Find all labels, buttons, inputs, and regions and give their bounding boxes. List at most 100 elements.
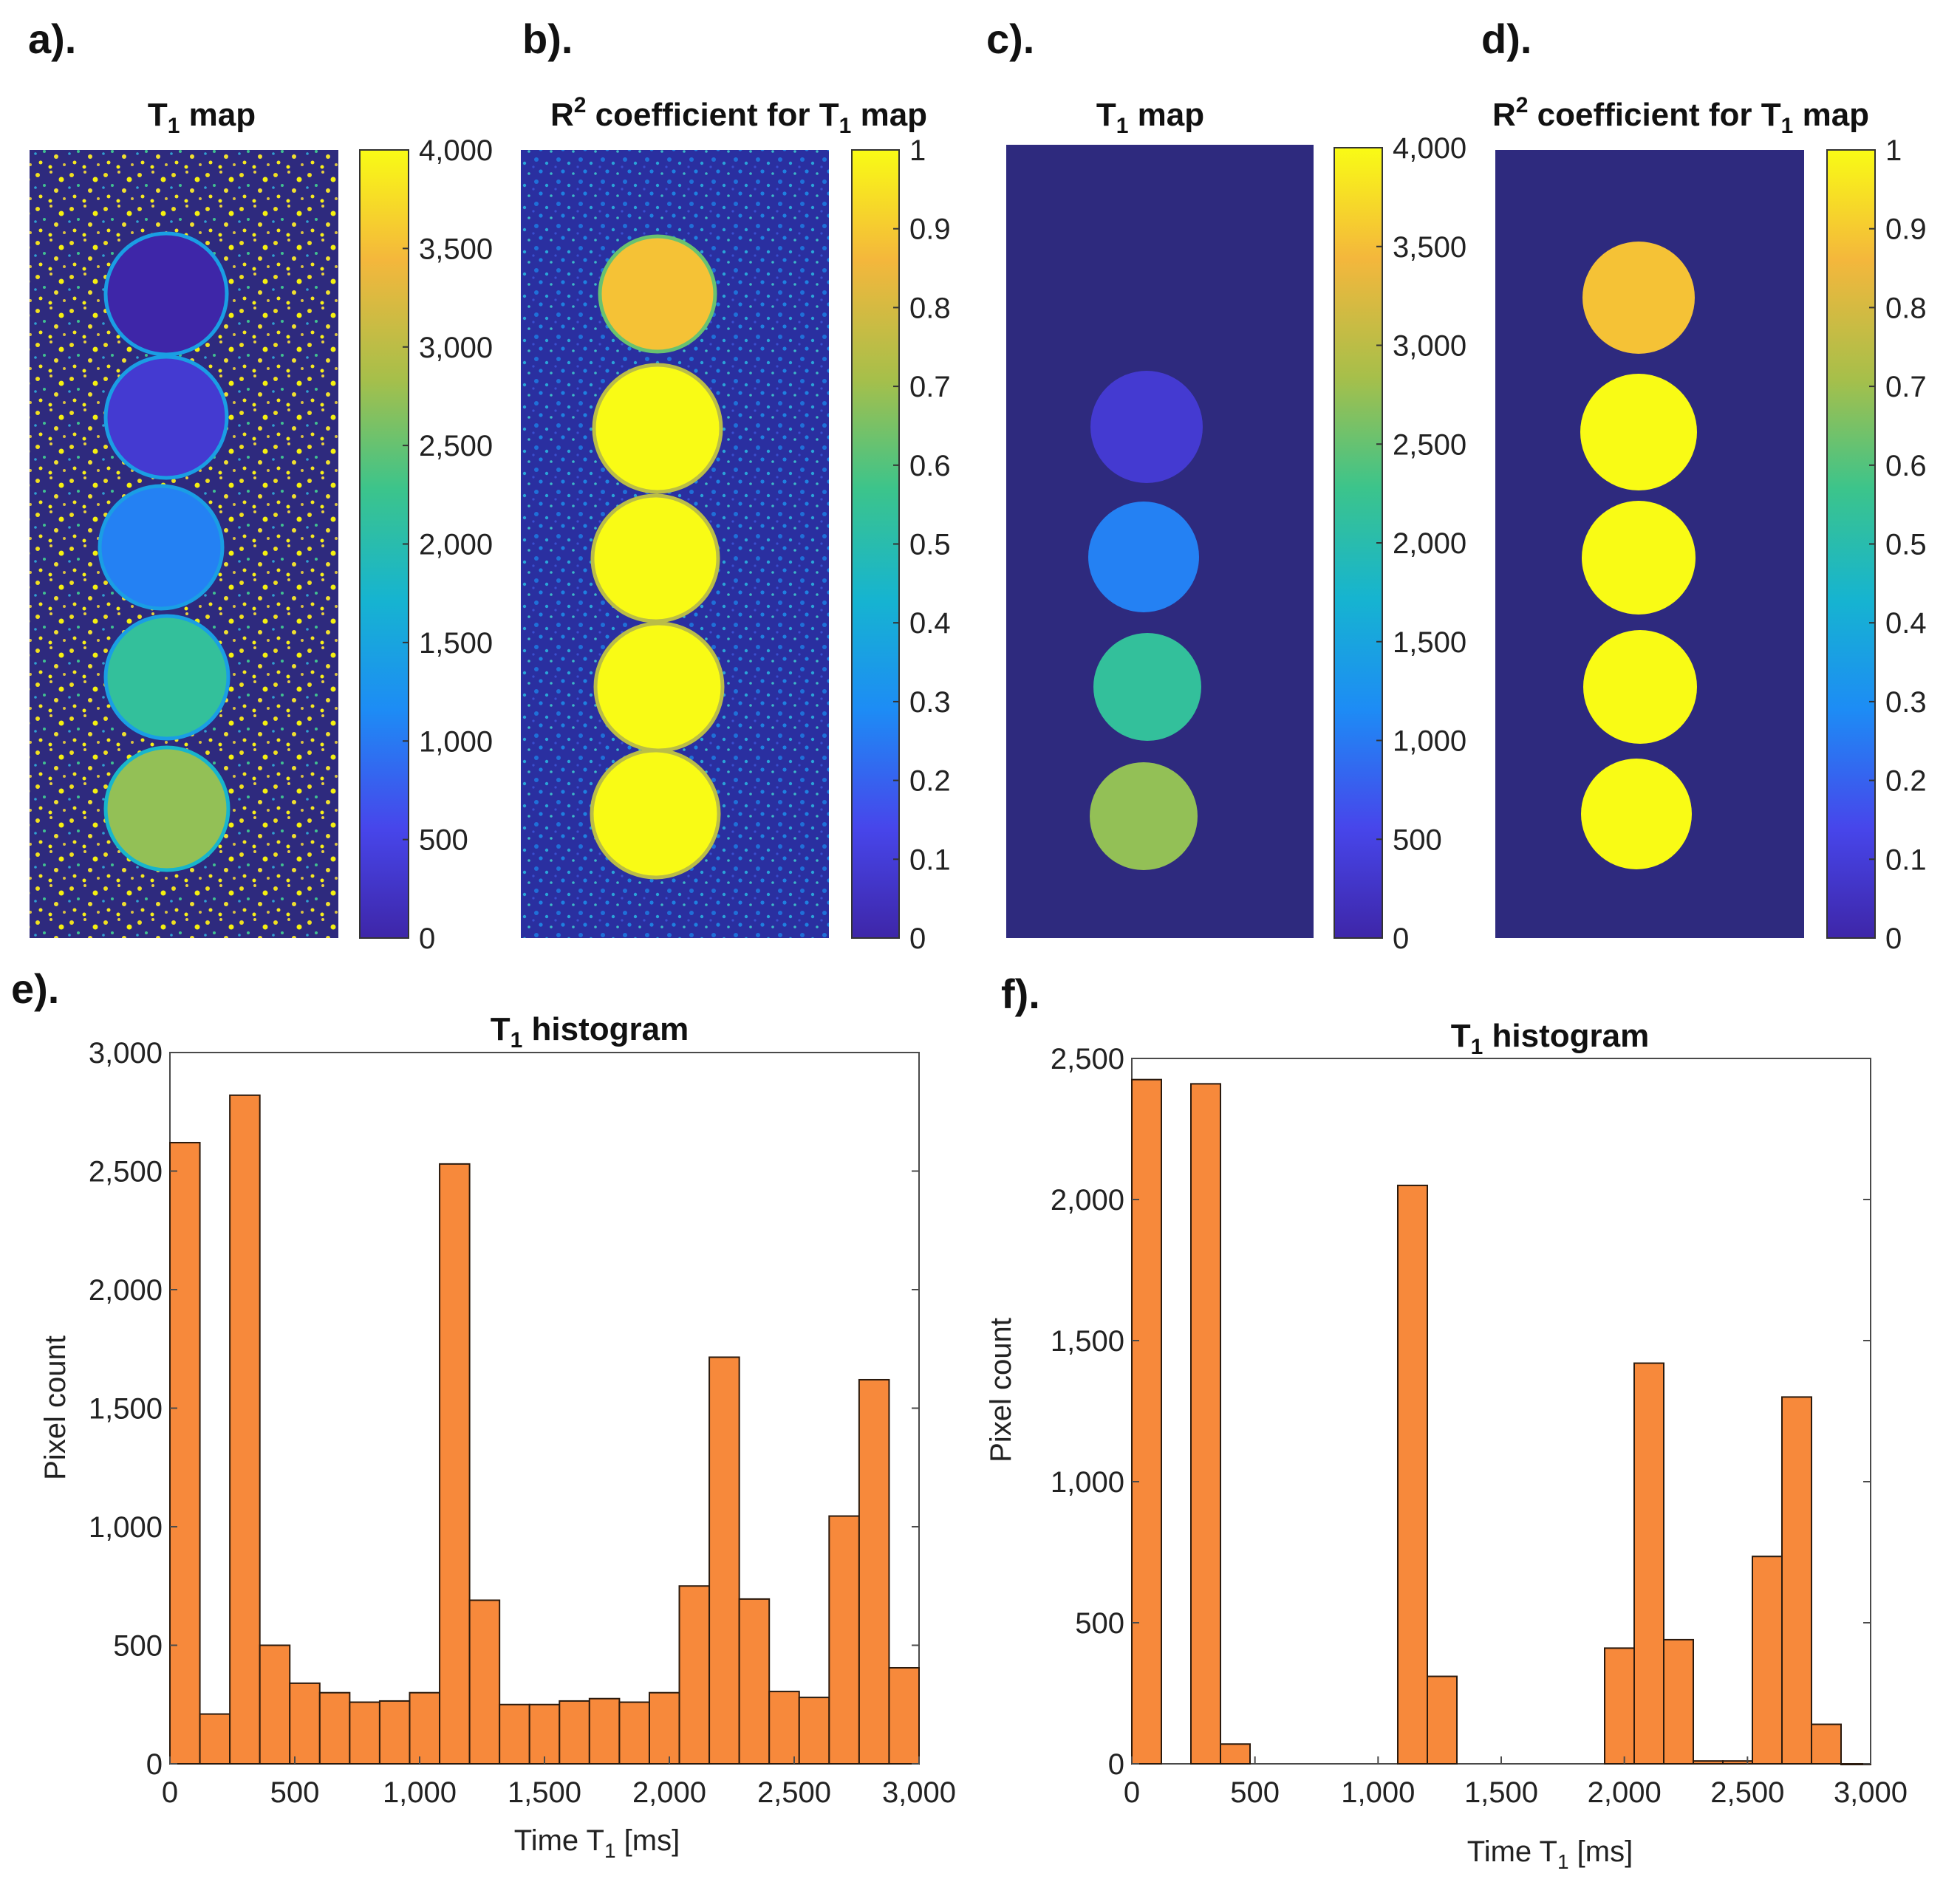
colorbar-tick-label: 1 — [909, 134, 926, 167]
colorbar-tick-label: 1,500 — [419, 627, 493, 660]
phantom-tube-4 — [1093, 633, 1201, 741]
colorbar-tick-label: 500 — [419, 824, 468, 857]
x-tick-label: 0 — [162, 1776, 178, 1809]
panel-c-circles — [1088, 371, 1203, 870]
colorbar-tick-label: 0.4 — [909, 607, 951, 640]
panel-b: b). R2 coefficient for T1 map 0 0.1 0.2 0.3… — [521, 16, 951, 955]
colorbar-tick-label: 0.9 — [1885, 213, 1927, 246]
x-tick-label: 1,000 — [1341, 1776, 1415, 1809]
colorbar-tick-label: 0.2 — [909, 765, 951, 798]
panel-e-bars — [169, 1094, 920, 1765]
histogram-bar — [289, 1682, 321, 1765]
colorbar-tick-label: 1,500 — [1393, 626, 1466, 659]
colorbar-tick-label: 4,000 — [419, 134, 493, 167]
x-tick-label: 500 — [270, 1776, 320, 1809]
x-tick-label: 3,000 — [882, 1776, 956, 1809]
colorbar-tick-label: 0.1 — [1885, 844, 1927, 876]
colorbar-tick-label: 1,000 — [1393, 725, 1466, 758]
phantom-tube-1 — [598, 234, 717, 354]
histogram-bar — [409, 1691, 441, 1765]
panel-e-xlabel: Time T1 [ms] — [514, 1824, 680, 1862]
colorbar-tick-label: 3,500 — [1393, 231, 1466, 264]
panel-a-circles — [98, 231, 231, 872]
y-tick-label: 3,000 — [89, 1037, 163, 1070]
histogram-bar — [828, 1515, 860, 1765]
panel-f-xlabel: Time T1 [ms] — [1467, 1835, 1633, 1873]
x-tick-label: 2,000 — [632, 1776, 706, 1809]
colorbar-tick-label: 3,000 — [1393, 330, 1466, 363]
phantom-tube-3 — [1088, 502, 1199, 612]
colorbar-tick-label: 1,000 — [419, 725, 493, 758]
colorbar-tick-label: 2,000 — [419, 529, 493, 561]
histogram-bar — [618, 1701, 650, 1765]
panel-b-title: R2 coefficient for T1 map — [550, 93, 927, 138]
y-tick-label: 2,500 — [89, 1156, 163, 1188]
panel-f-title: T1 histogram — [1451, 1018, 1650, 1059]
phantom-tube-2 — [103, 355, 229, 480]
histogram-bar — [1693, 1760, 1724, 1765]
phantom-tube-2 — [592, 363, 723, 494]
panel-a-colorbar-ticks: 0 500 1,000 1,500 2,000 2,500 3,000 3,500 4,000 — [403, 134, 493, 955]
colorbar-tick-label: 3,500 — [419, 233, 493, 265]
histogram-bar — [798, 1697, 830, 1765]
panel-f-ylabel: Pixel count — [985, 1318, 1017, 1462]
histogram-bar — [169, 1141, 201, 1765]
panel-b-label: b). — [522, 16, 573, 62]
panel-e-plot-area — [169, 1052, 920, 1765]
colorbar-tick-label: 0 — [419, 923, 435, 955]
histogram-bar — [1752, 1556, 1783, 1765]
x-tick-label: 1,500 — [1464, 1776, 1538, 1809]
panel-e-title: T1 histogram — [491, 1011, 689, 1053]
colorbar-tick-label: 0.7 — [909, 371, 951, 403]
phantom-tube-5 — [590, 748, 721, 880]
phantom-tube-4 — [593, 621, 725, 753]
panel-d-colorbar — [1826, 149, 1876, 939]
colorbar-tick-label: 0.4 — [1885, 607, 1927, 640]
histogram-bar — [678, 1585, 711, 1765]
colorbar-tick-label: 0 — [1885, 923, 1902, 955]
histogram-bar — [199, 1713, 231, 1765]
panel-c-colorbar-ticks: 0 500 1,000 1,500 2,000 2,500 3,000 3,500 4,000 — [1376, 132, 1466, 955]
colorbar-tick-label: 500 — [1393, 824, 1442, 856]
histogram-bar — [378, 1700, 411, 1765]
histogram-bar — [1633, 1362, 1664, 1765]
colorbar-tick-label: 3,000 — [419, 332, 493, 364]
histogram-bar — [439, 1163, 471, 1765]
histogram-bar — [1604, 1647, 1635, 1765]
histogram-bar — [318, 1691, 351, 1765]
colorbar-tick-label: 0.8 — [909, 292, 951, 324]
colorbar-tick-label: 0.6 — [909, 450, 951, 482]
panel-e-label: e). — [11, 965, 59, 1012]
panel-e: e). T1 histogram 0 500 1,000 1,500 2,000 2,50… — [11, 965, 956, 1862]
phantom-tube-1 — [103, 231, 229, 357]
x-tick-label: 0 — [1124, 1776, 1140, 1809]
x-tick-label: 500 — [1230, 1776, 1280, 1809]
phantom-tube-4 — [103, 614, 231, 741]
panel-f-label: f). — [1001, 971, 1040, 1017]
colorbar-tick-label: 2,500 — [419, 430, 493, 462]
histogram-bar — [738, 1598, 771, 1765]
colorbar-tick-label: 0.7 — [1885, 371, 1927, 403]
colorbar-tick-label: 0.1 — [909, 844, 951, 876]
panel-c-colorbar — [1334, 147, 1383, 939]
x-tick-label: 3,000 — [1834, 1776, 1908, 1809]
panel-c-label: c). — [986, 16, 1034, 62]
panel-a-label: a). — [28, 16, 76, 62]
x-tick-label: 2,500 — [1710, 1776, 1784, 1809]
histogram-bar — [1190, 1083, 1221, 1765]
phantom-tube-3 — [1582, 501, 1696, 615]
histogram-bar — [588, 1697, 621, 1765]
colorbar-tick-label: 0.9 — [909, 213, 951, 246]
colorbar-tick-label: 1 — [1885, 134, 1902, 167]
panel-c-title: T1 map — [1096, 97, 1204, 138]
phantom-tube-4 — [1583, 630, 1697, 744]
histogram-bar — [499, 1703, 530, 1765]
histogram-bar — [768, 1691, 800, 1765]
histogram-bar — [888, 1666, 920, 1765]
panel-f-plot-area — [1131, 1058, 1871, 1765]
histogram-bar — [1220, 1743, 1251, 1765]
histogram-bar — [648, 1691, 680, 1765]
panel-c: c). T1 map 0 500 1,000 1,500 2,000 2,500 3,000… — [986, 16, 1466, 955]
phantom-tube-2 — [1580, 374, 1697, 490]
colorbar-tick-label: 0.3 — [909, 686, 951, 719]
